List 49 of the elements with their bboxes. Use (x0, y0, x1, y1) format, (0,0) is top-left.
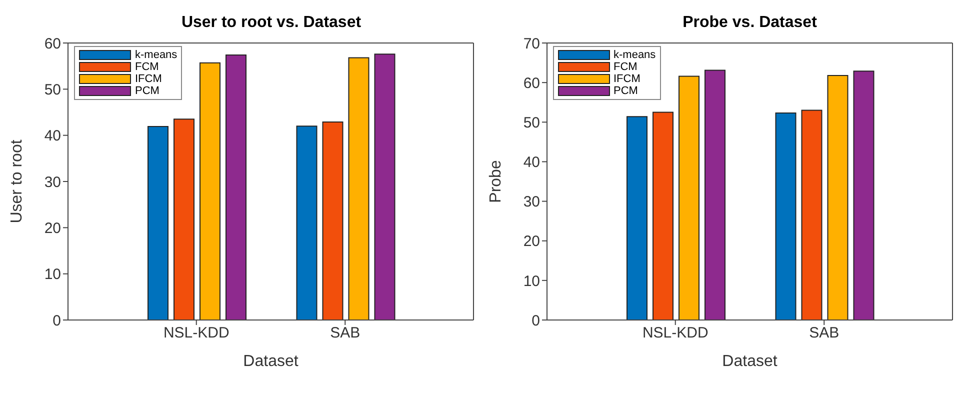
bar (852, 70, 874, 320)
bar (774, 112, 796, 320)
bar (322, 121, 344, 320)
legend-label: k-means (135, 49, 178, 61)
bar (374, 54, 396, 320)
legend-label: PCM (135, 85, 160, 97)
y-tick-label: 70 (522, 35, 540, 52)
y-tick-label: 30 (44, 174, 61, 191)
bar (226, 54, 246, 320)
y-tick-label: 40 (522, 154, 540, 172)
legend-label: FCM (614, 61, 638, 73)
y-tick-label: 60 (522, 74, 540, 92)
y-axis-title: User to root (8, 139, 26, 224)
x-tick-label: SAB (808, 324, 839, 342)
y-tick-label: 50 (44, 81, 61, 98)
y-tick-label: 20 (522, 233, 540, 250)
bar (678, 76, 699, 320)
bar (826, 74, 848, 320)
bar (626, 116, 647, 320)
legend-label: IFCM (614, 73, 640, 85)
bar (148, 126, 168, 320)
bar (800, 110, 822, 320)
y-tick-label: 30 (522, 194, 540, 211)
bar (200, 62, 220, 320)
bar (174, 118, 194, 320)
y-tick-label: 50 (522, 114, 540, 132)
x-tick-label: NSL-KDD (642, 324, 708, 342)
y-tick-label: 40 (44, 128, 61, 145)
chart-title: User to root vs. Dataset (180, 14, 362, 32)
x-axis-title: Dataset (243, 353, 299, 370)
chart-title: Probe vs. Dataset (682, 14, 818, 32)
y-tick-label: 0 (531, 312, 540, 330)
legend-label: FCM (135, 61, 159, 73)
bar (348, 57, 370, 320)
bar (704, 70, 725, 320)
x-tick-label: NSL-KDD (163, 324, 230, 342)
legend-label: PCM (614, 85, 638, 97)
y-tick-label: 10 (522, 272, 540, 290)
x-tick-label: SAB (330, 324, 360, 342)
y-tick-label: 20 (44, 220, 61, 237)
bar (652, 112, 673, 320)
legend-label: k-means (614, 49, 656, 61)
x-axis-title: Dataset (722, 353, 778, 370)
y-tick-label: 60 (44, 35, 61, 52)
y-tick-label: 0 (52, 312, 61, 330)
y-tick-label: 10 (44, 266, 61, 284)
legend-label: IFCM (135, 73, 162, 85)
bar (296, 126, 318, 320)
y-axis-title: Probe (487, 160, 504, 203)
